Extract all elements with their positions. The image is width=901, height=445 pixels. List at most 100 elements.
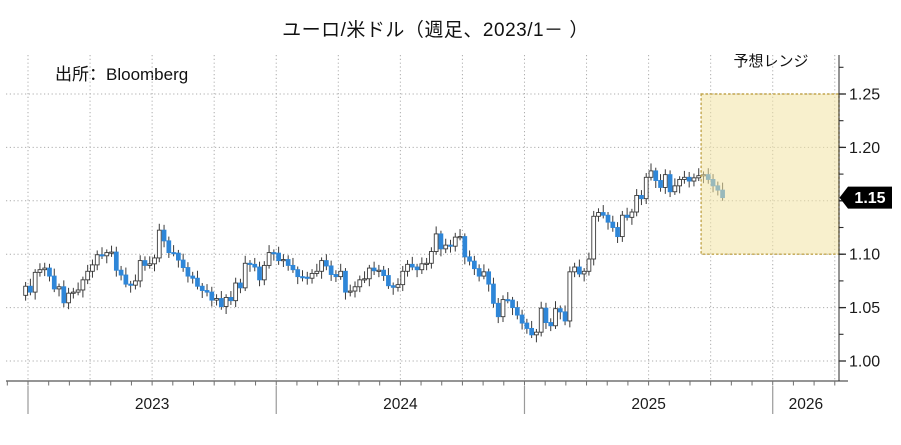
candle [696,168,702,182]
candle [314,263,320,277]
y-tick-label: 1.05 [849,300,880,317]
candle [596,208,601,222]
candle [32,269,38,300]
candle [605,212,611,230]
candle [118,265,124,281]
candle [481,264,487,280]
candle [486,268,492,292]
candle [218,291,224,310]
candle [90,259,95,278]
candle [199,283,205,298]
candle [395,278,401,292]
candle [557,305,563,320]
source-label: 出所：Bloomberg [55,65,189,84]
candle [214,294,219,306]
candle [553,301,558,329]
candle [104,249,110,264]
candle [357,275,363,293]
candle [137,255,143,288]
candle [128,280,133,293]
candle [381,265,387,281]
candle [543,302,549,329]
candle [171,245,176,257]
candle [343,268,348,300]
candle [42,262,48,277]
candle [510,296,515,316]
candle [505,292,511,304]
candle [586,252,592,276]
candle [156,223,162,263]
candle [333,270,339,282]
candle [414,263,420,278]
candle [266,245,272,269]
y-tick-label: 1.00 [849,354,880,371]
price-tag [839,186,892,209]
candle [319,257,324,279]
candle [386,268,391,289]
forecast-range-box [700,93,840,255]
candle [180,253,186,272]
candle [276,246,281,265]
last-price-label: 1.15 [854,190,885,207]
candle [648,163,654,181]
candle [682,170,687,184]
candle [204,284,210,297]
candle [142,256,148,271]
candle [500,295,506,323]
candle [71,287,76,299]
candle [629,208,635,225]
candle [347,284,353,297]
candle [572,262,577,278]
candle [252,257,258,272]
candle [281,254,286,268]
candle [223,294,229,315]
candle [514,301,520,320]
candle [290,257,296,273]
x-year-label: 2023 [135,396,169,413]
candle [109,245,114,257]
candle [123,267,129,288]
candle [672,178,678,195]
candle [448,239,453,253]
candle [324,254,329,271]
candle [195,270,200,290]
candle [161,224,167,248]
candle [75,282,81,296]
candle [691,173,697,187]
candle [548,318,554,332]
candle [190,271,196,284]
candles-group [23,163,725,343]
candle [233,277,239,308]
candle [257,261,262,287]
candle [66,287,71,310]
candle [23,281,28,301]
candle [538,301,544,337]
candle [113,246,119,277]
candle [639,190,644,206]
candle [443,238,449,254]
candle [85,264,91,285]
candle [328,260,334,281]
candle [285,255,291,271]
candle [662,169,668,194]
candle [338,263,344,280]
candle [495,297,501,324]
candle [677,176,682,194]
candle [610,215,616,232]
candle [577,259,582,278]
candle [352,281,358,298]
candle [452,232,458,252]
candle [424,257,429,271]
x-year-label: 2025 [631,396,665,413]
candle [300,270,305,282]
candle [619,210,625,242]
candle [600,205,606,219]
candle [271,249,277,261]
candle [56,283,62,297]
candle [152,254,157,272]
candle [457,229,463,241]
candle [462,233,468,265]
y-tick-label: 1.25 [849,87,880,104]
candle [519,309,525,330]
candle [209,286,215,307]
